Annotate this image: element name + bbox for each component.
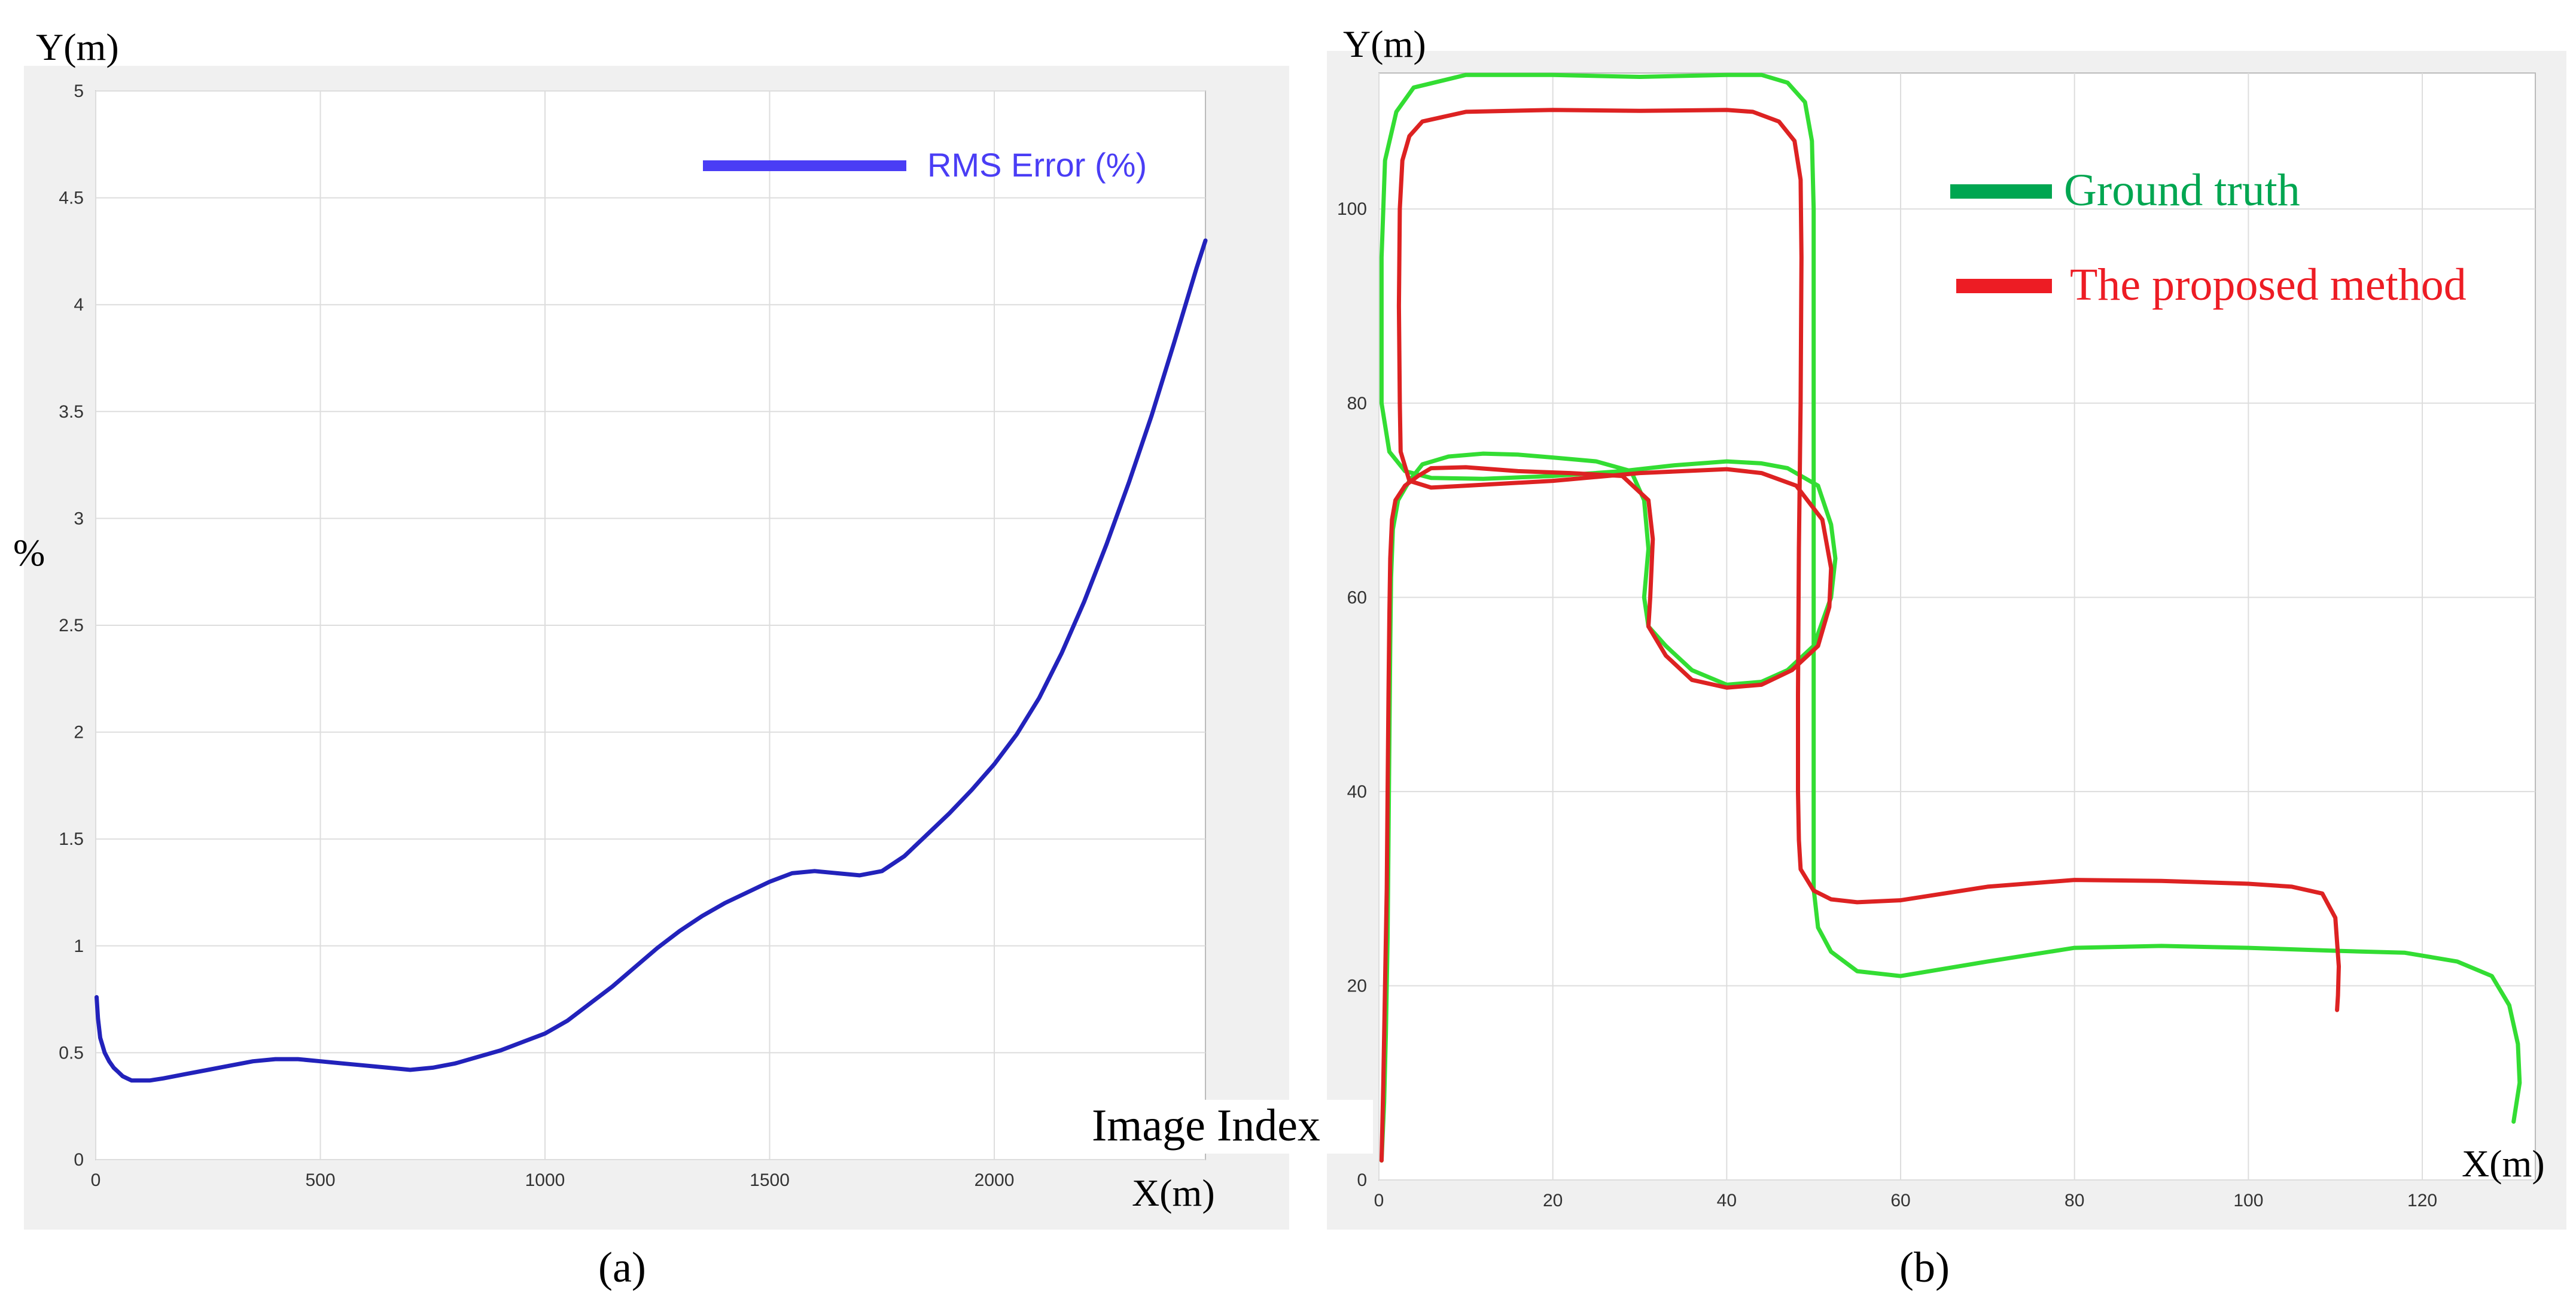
panel-b-y-tick-label: 0 (1357, 1170, 1367, 1190)
panel-b-plot-area (1378, 72, 2536, 1181)
panel-a-y-tick-label: 2 (74, 723, 84, 743)
panel-b-series-line-ground-truth (1379, 72, 2522, 1163)
panel-a-y-tick-label: 0 (74, 1150, 84, 1170)
panel-b-series (1379, 72, 2522, 1163)
panel-a-y-tick-label: 0.5 (59, 1043, 84, 1063)
panel-a-y-tick-label: 1 (74, 936, 84, 956)
panel-a-y-tick-label: 1.5 (59, 829, 84, 849)
panel-a-x-axis-label: X(m) (1132, 1172, 1215, 1214)
panel-a-legend: RMS Error (%) (703, 146, 1147, 184)
legend-label-proposed-method: The proposed method (2070, 260, 2467, 310)
panel-a-rms-error-chart: 0 500 1000 1500 2000 0 0.5 1 1.5 2 2.5 3 3.5 4 4.5 5 RM… (13, 26, 1289, 1291)
panel-b-y-tick-label: 80 (1347, 394, 1367, 413)
image-index-label: Image Index (1092, 1100, 1320, 1151)
panel-b-grid (1378, 73, 2535, 1181)
panel-b-x-tick-label: 80 (2065, 1191, 2084, 1210)
panel-a-series-line-rms-error (95, 238, 1208, 1083)
panel-a-y-tick-label: 2.5 (59, 616, 84, 635)
panel-a-x-tick-label: 500 (305, 1170, 335, 1190)
panel-a-x-tick-label: 1500 (750, 1170, 790, 1190)
panel-a-series (95, 238, 1208, 1083)
image-index-label-backdrop (1092, 1100, 1373, 1154)
panel-a-x-tick-label: 1000 (525, 1170, 565, 1190)
legend-label-ground-truth: Ground truth (2064, 165, 2300, 215)
panel-b-caption: (b) (1899, 1243, 1950, 1291)
legend-label-rms-error: RMS Error (%) (927, 146, 1147, 184)
panel-a-tick-labels: 0 500 1000 1500 2000 0 0.5 1 1.5 2 2.5 3 3.5 4 4.5 5 (59, 81, 1014, 1190)
panel-a-x-tick-label: 2000 (975, 1170, 1015, 1190)
panel-b-series-line-the-proposed-method (1379, 108, 2341, 1163)
panel-a-y-tick-label: 4 (74, 295, 84, 315)
panel-b-y-axis-label: Y(m) (1343, 23, 1426, 65)
panel-b-x-tick-label: 20 (1543, 1191, 1563, 1210)
panel-b-x-tick-label: 0 (1374, 1191, 1384, 1210)
panel-a-y-tick-label: 4.5 (59, 188, 84, 208)
panel-a-y-axis-top-label: Y(m) (36, 26, 119, 68)
panel-a-y-tick-label: 3.5 (59, 402, 84, 422)
panel-b-x-tick-label: 40 (1717, 1191, 1737, 1210)
panel-a-y-tick-label: 5 (74, 81, 84, 101)
panel-b-legend: Ground truth The proposed method (1950, 165, 2467, 310)
panel-b-tick-labels: 0 20 40 60 80 100 120 0 20 40 60 80 100 (1337, 199, 2437, 1210)
panel-a-y-axis-label: % (13, 531, 45, 574)
panel-b-y-tick-label: 20 (1347, 976, 1367, 996)
panel-b-x-tick-label: 60 (1890, 1191, 1910, 1210)
panel-b-x-tick-label: 120 (2407, 1191, 2437, 1210)
panel-b-y-tick-label: 40 (1347, 782, 1367, 802)
panel-b-x-tick-label: 100 (2233, 1191, 2263, 1210)
panel-a-y-tick-label: 3 (74, 509, 84, 528)
panel-a-x-tick-label: 0 (91, 1170, 101, 1190)
panel-b-y-tick-label: 100 (1337, 199, 1367, 219)
panel-a-caption: (a) (598, 1243, 646, 1291)
panel-b-x-axis-label: X(m) (2462, 1142, 2545, 1185)
panel-b-y-tick-label: 60 (1347, 588, 1367, 607)
panel-b-trajectory-chart: 0 20 40 60 80 100 120 0 20 40 60 80 100 Ground truth… (1327, 23, 2566, 1291)
panel-a-grid (95, 90, 1205, 1160)
